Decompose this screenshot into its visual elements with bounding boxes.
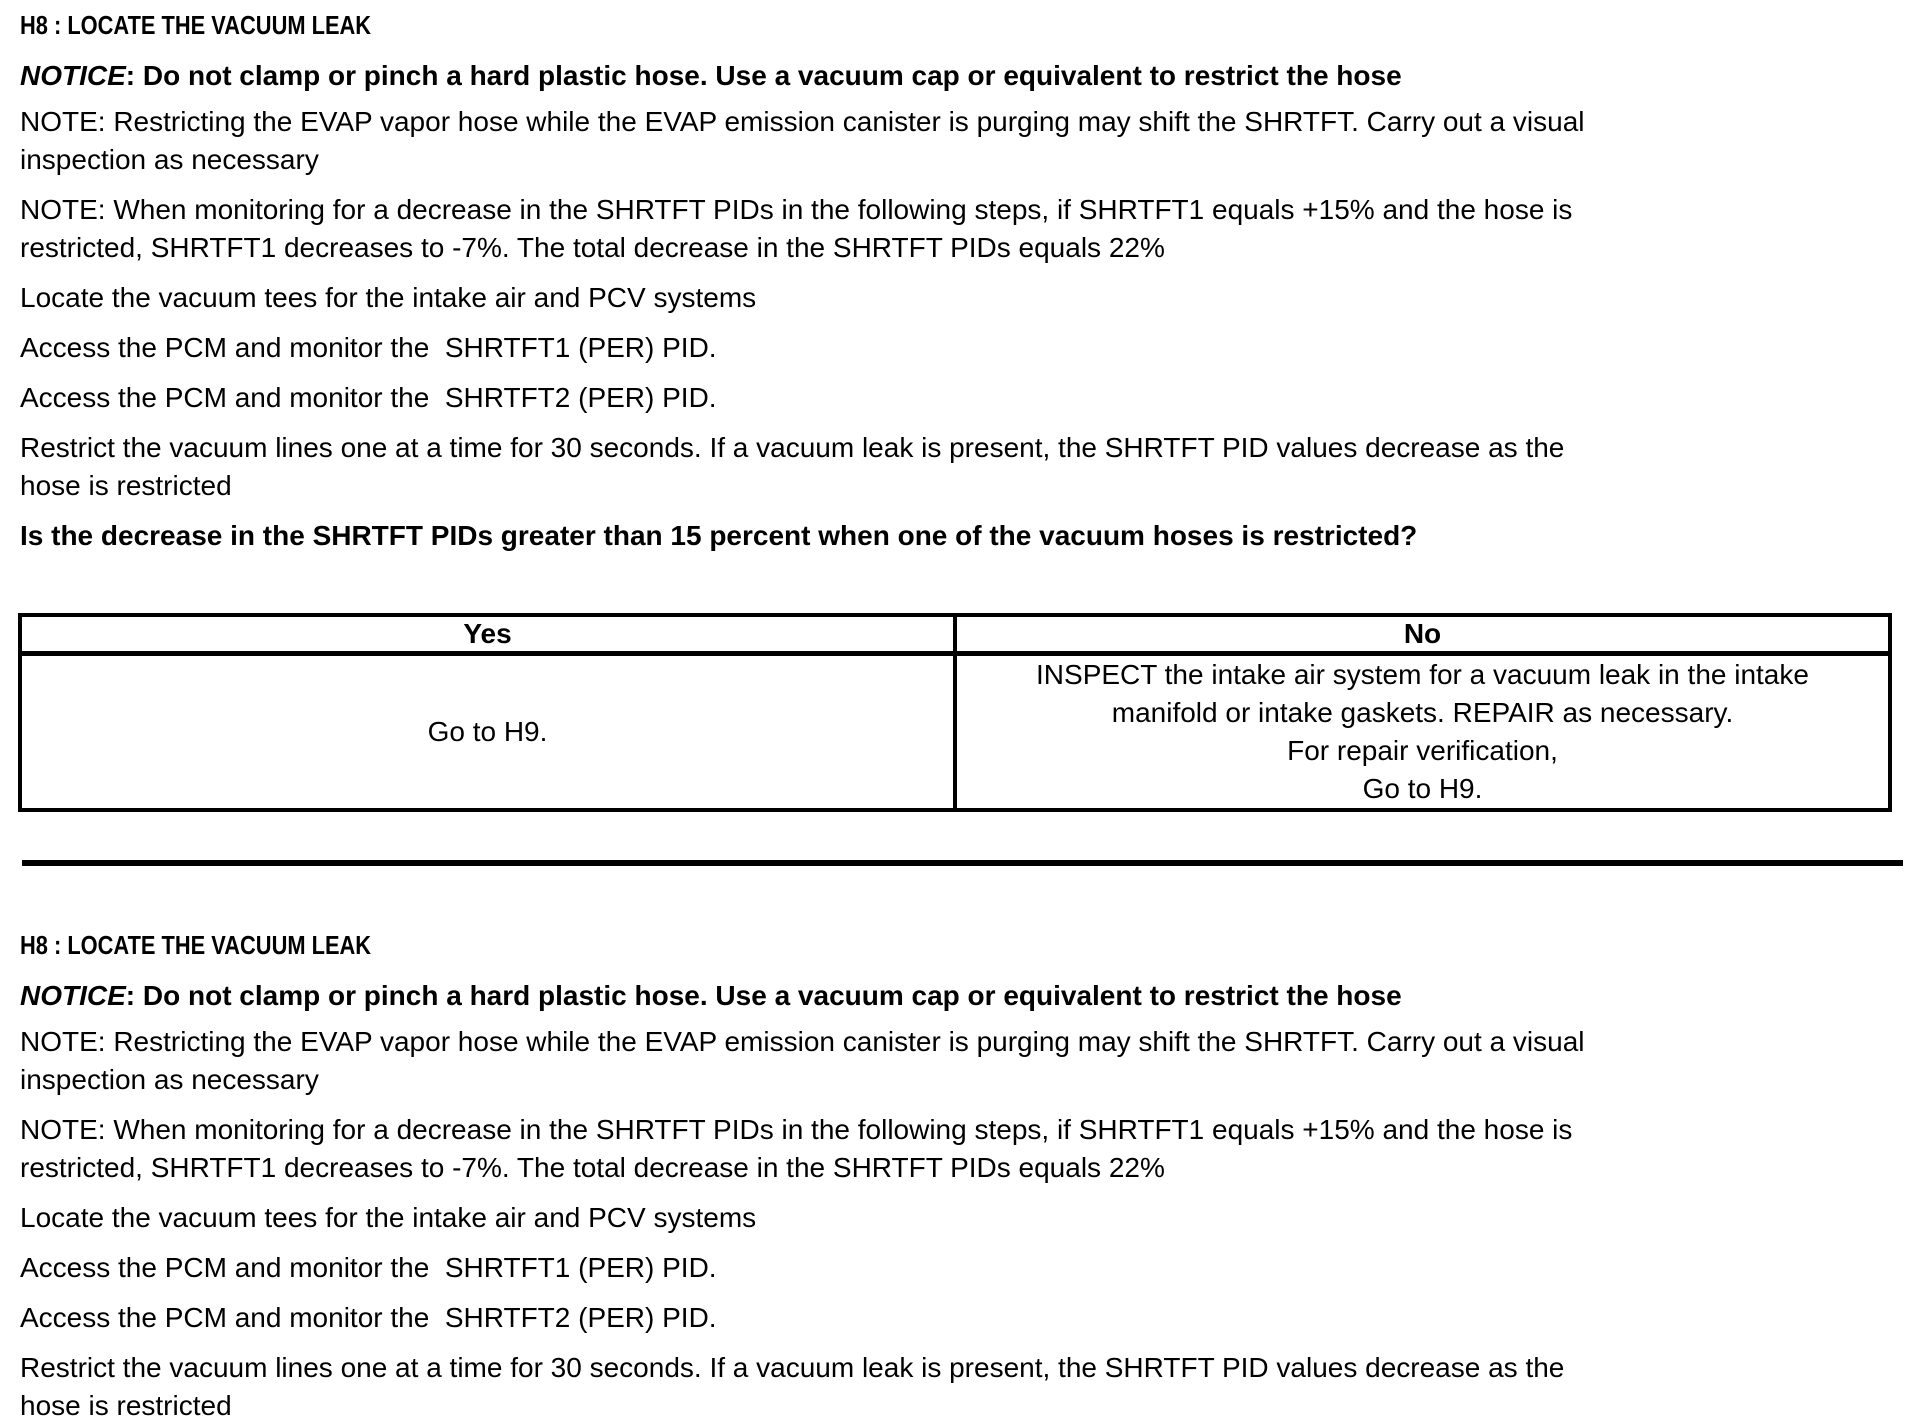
diagnostic-step-section-2: H8 : LOCATE THE VACUUM LEAK NOTICE: Do n…: [20, 930, 1932, 1425]
instruction-monitor-shrtft1: Access the PCM and monitor the SHRTFT1 (…: [20, 1252, 717, 1283]
instruction-monitor-shrtft2: Access the PCM and monitor the SHRTFT2 (…: [20, 1302, 717, 1333]
step-heading: H8 : LOCATE THE VACUUM LEAK: [20, 930, 372, 960]
note-paragraph-1: NOTE: Restricting the EVAP vapor hose wh…: [20, 106, 1585, 175]
yes-action-cell: Go to H9.: [18, 651, 957, 812]
diagnostic-step-section-1: H8 : LOCATE THE VACUUM LEAK NOTICE: Do n…: [18, 10, 1932, 812]
decision-table: Yes No Go to H9. INSPECT the intake air …: [18, 613, 1892, 812]
note-paragraph-2: NOTE: When monitoring for a decrease in …: [20, 1114, 1573, 1183]
instruction-restrict-lines: Restrict the vacuum lines one at a time …: [20, 432, 1565, 501]
note-paragraph-1: NOTE: Restricting the EVAP vapor hose wh…: [20, 1026, 1585, 1095]
section-divider: [22, 860, 1903, 866]
instruction-monitor-shrtft2: Access the PCM and monitor the SHRTFT2 (…: [20, 382, 717, 413]
yes-column-header: Yes: [18, 613, 957, 656]
notice-text: : Do not clamp or pinch a hard plastic h…: [125, 60, 1402, 91]
step-heading: H8 : LOCATE THE VACUUM LEAK: [20, 10, 372, 40]
notice-line: NOTICE: Do not clamp or pinch a hard pla…: [20, 57, 1932, 95]
note-paragraph-2: NOTE: When monitoring for a decrease in …: [20, 194, 1573, 263]
no-column-header: No: [953, 613, 1892, 656]
instruction-locate-tees: Locate the vacuum tees for the intake ai…: [20, 282, 757, 313]
notice-line: NOTICE: Do not clamp or pinch a hard pla…: [20, 977, 1932, 1015]
notice-label: NOTICE: [20, 980, 126, 1011]
no-action-cell: INSPECT the intake air system for a vacu…: [953, 651, 1892, 812]
instruction-monitor-shrtft1: Access the PCM and monitor the SHRTFT1 (…: [20, 332, 717, 363]
decision-table-header-row: Yes No: [18, 613, 1892, 656]
decision-table-action-row: Go to H9. INSPECT the intake air system …: [18, 651, 1892, 812]
question-line: Is the decrease in the SHRTFT PIDs great…: [20, 520, 1418, 551]
instruction-locate-tees: Locate the vacuum tees for the intake ai…: [20, 1202, 757, 1233]
instruction-restrict-lines: Restrict the vacuum lines one at a time …: [20, 1352, 1565, 1421]
notice-text: : Do not clamp or pinch a hard plastic h…: [125, 980, 1402, 1011]
notice-label: NOTICE: [20, 60, 126, 91]
